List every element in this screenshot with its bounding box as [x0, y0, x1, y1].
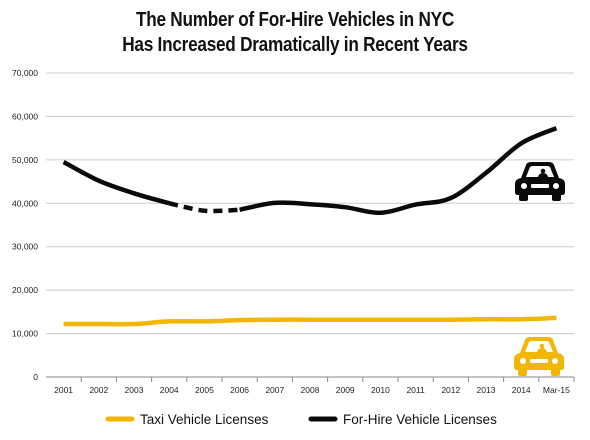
- x-tick-label: 2002: [89, 385, 108, 395]
- y-axis-ticks: 0 10,000 20,000 30,000 40,000 50,000 60,000 70,…: [12, 68, 38, 382]
- x-axis-ticks: 2001 2002 2003 2004 2005 2006 2007 2008 2009 2010…: [54, 377, 575, 395]
- for-hire-car-icon: [515, 162, 565, 201]
- y-tick-label: 30,000: [12, 242, 38, 252]
- x-tick-label: 2012: [441, 385, 460, 395]
- gridlines: [46, 72, 574, 378]
- x-tick-label: 2005: [195, 385, 214, 395]
- y-tick-label: 40,000: [12, 198, 38, 208]
- x-tick-label: 2014: [512, 385, 531, 395]
- x-tick-label: Mar-15: [543, 385, 570, 395]
- x-tick-label: 2003: [125, 385, 144, 395]
- x-tick-label: 2009: [336, 385, 355, 395]
- legend: Taxi Vehicle Licenses For-Hire Vehicle L…: [105, 412, 497, 427]
- y-tick-label: 0: [33, 372, 38, 382]
- x-tick-label: 2010: [371, 385, 390, 395]
- x-tick-label: 2001: [54, 385, 73, 395]
- x-tick-label: 2004: [160, 385, 179, 395]
- x-tick-label: 2006: [230, 385, 249, 395]
- chart-title-line-1: The Number of For-Hire Vehicles in NYC: [135, 9, 455, 31]
- x-tick-label: 2007: [265, 385, 284, 395]
- x-tick-label: 2008: [301, 385, 320, 395]
- chart-title-line-2: Has Increased Dramatically in Recent Yea…: [122, 34, 468, 56]
- series-line-for-hire-vehicle-licenses-solid-start: [62, 160, 170, 206]
- x-tick-label: 2011: [406, 385, 425, 395]
- legend-label-for-hire: For-Hire Vehicle Licenses: [343, 412, 497, 427]
- legend-label-taxi: Taxi Vehicle Licenses: [140, 412, 269, 427]
- y-tick-label: 20,000: [12, 285, 38, 295]
- series-lines: [62, 126, 558, 327]
- series-line-for-hire-vehicle-licenses-dashed: [168, 201, 240, 214]
- y-tick-label: 50,000: [12, 155, 38, 165]
- y-tick-label: 10,000: [12, 329, 38, 339]
- y-tick-label: 60,000: [12, 111, 38, 121]
- series-line-taxi-vehicle-licenses: [63, 315, 557, 327]
- taxi-car-icon: [514, 337, 564, 376]
- y-tick-label: 70,000: [12, 68, 38, 78]
- x-tick-label: 2013: [477, 385, 496, 395]
- series-line-for-hire-vehicle-licenses-solid-end: [239, 126, 558, 216]
